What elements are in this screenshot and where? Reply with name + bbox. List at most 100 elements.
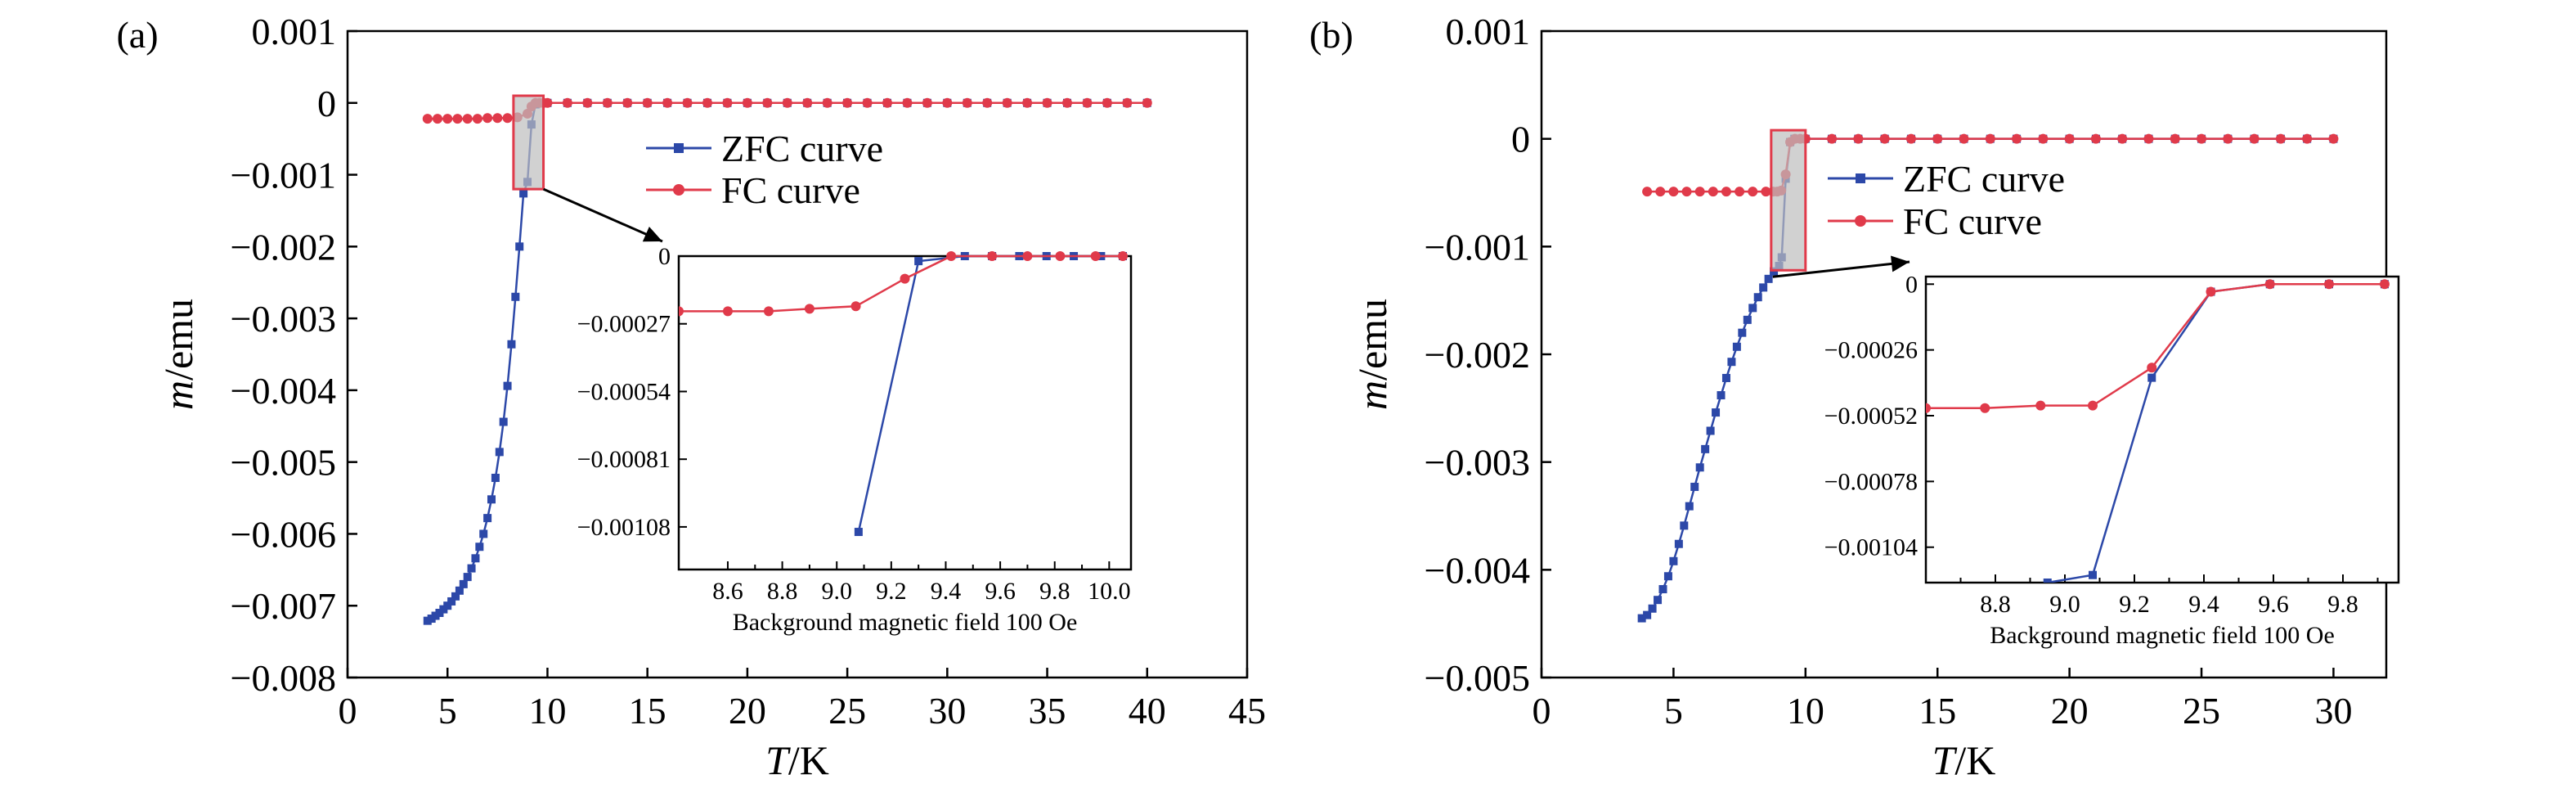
zoom-arrow-head (1891, 255, 1910, 272)
fc-series-point (542, 97, 553, 108)
zfc-series-point (479, 529, 488, 538)
zfc-series-point (471, 554, 480, 563)
fc-series-point (1655, 187, 1666, 197)
fc-series-point (1748, 187, 1758, 197)
inset-fc-series-point (946, 251, 957, 261)
zfc-series-point (519, 189, 528, 198)
zfc-series-point (1721, 373, 1730, 382)
zfc-series-point (475, 543, 484, 552)
fc-series-point (702, 97, 712, 108)
inset-fc-series-point (2088, 400, 2098, 411)
zfc-series-point (1663, 572, 1672, 581)
fc-series-point (602, 97, 613, 108)
fc-series-point (722, 97, 733, 108)
inset-zfc-series-point (914, 257, 923, 266)
y-tick-label: −0.001 (1425, 226, 1530, 268)
y-tick-label: −0.002 (1425, 334, 1530, 376)
fc-series-point (2170, 133, 2180, 144)
fc-series-point (782, 97, 792, 108)
fc-series-point (422, 114, 433, 124)
y-axis-label-unit: /emu (1349, 299, 1395, 380)
zfc-series-point (463, 573, 472, 582)
zfc-series-point (1706, 426, 1715, 435)
fc-series-point (862, 97, 873, 108)
inset-x-tick-label: 9.4 (2188, 591, 2219, 618)
legend-label: FC curve (721, 169, 860, 211)
inset-fc-series-point (900, 273, 910, 284)
fc-series-point (762, 97, 773, 108)
inset-fc-series-point (2264, 279, 2275, 290)
zfc-series-point (1732, 342, 1741, 351)
fc-series-point (802, 97, 813, 108)
fc-series-point (842, 97, 853, 108)
fc-series-point (1042, 97, 1052, 108)
x-tick-label: 20 (2051, 690, 2089, 732)
fc-series-point (1142, 97, 1152, 108)
fc-series-point (742, 97, 752, 108)
inset-x-tick-label: 9.8 (1039, 578, 1070, 605)
zfc-series-point (1690, 482, 1699, 491)
x-tick-label: 10 (1787, 690, 1824, 732)
inset-fc-series-point (2147, 362, 2157, 373)
legend-item: ZFC curve (1828, 158, 2065, 200)
fc-series-point (882, 97, 892, 108)
x-axis-label-symbol: T (1932, 737, 1958, 783)
zfc-series-point (1759, 283, 1768, 292)
fc-series-point (2302, 133, 2313, 144)
x-tick-label: 15 (629, 690, 666, 732)
x-axis-label-symbol: T (765, 737, 791, 783)
zfc-series-point (511, 292, 520, 301)
inset-y-tick-label: 0 (658, 243, 671, 270)
inset-fc-series-point (1980, 403, 1990, 413)
fc-series-point (1959, 133, 1969, 144)
fc-series-point (1681, 187, 1692, 197)
inset-data (1926, 279, 2390, 583)
zfc-series-point (1712, 408, 1721, 417)
zoom-arrow (542, 187, 663, 243)
fc-series-point (2197, 133, 2207, 144)
fc-series-point (1879, 133, 1890, 144)
fc-series-point (1122, 97, 1133, 108)
legend-marker (1856, 173, 1865, 183)
legend-marker (673, 184, 684, 196)
fc-series-point (482, 113, 493, 124)
legend-item: ZFC curve (646, 128, 883, 169)
inset-x-tick-label: 10.0 (1088, 578, 1131, 605)
inset-y-tick-label: −0.00027 (577, 311, 671, 338)
inset-chart: 0 −0.00027 −0.00054 −0.00081 −0.00108 8.6 8.8 9… (577, 243, 1133, 636)
legend-item: FC curve (646, 169, 860, 211)
zoom-arrow (1772, 260, 1910, 278)
zfc-series-point (1764, 274, 1773, 283)
inset-x-tick-label: 9.2 (2119, 591, 2150, 618)
inset-x-tick-label: 9.6 (985, 578, 1016, 605)
x-axis-label: T/K (1932, 737, 1996, 783)
inset-caption: Background magnetic field 100 Oe (733, 609, 1078, 636)
inset-fc-series-point (987, 251, 998, 261)
zfc-series-point (499, 417, 508, 426)
inset-fc-series-point (1022, 251, 1033, 261)
x-tick-label: 0 (1533, 690, 1551, 732)
x-tick-label: 10 (528, 690, 566, 732)
inset-fc-series-point (1118, 251, 1129, 261)
fc-series-point (1022, 97, 1033, 108)
legend-marker (1855, 215, 1866, 227)
zfc-series-point (455, 586, 464, 595)
zfc-series-point (483, 514, 492, 523)
fc-series-point (622, 97, 633, 108)
inset-y-tick-label: −0.00108 (577, 514, 671, 541)
fc-series-point (502, 113, 513, 124)
zoom-arrow-head (642, 226, 662, 242)
inset-y-tick-label: 0 (1905, 271, 1918, 298)
inset-x-tick-label: 9.0 (821, 578, 852, 605)
fc-series-point (1668, 187, 1679, 197)
fc-series-point (2064, 133, 2075, 144)
y-axis-label-unit: /emu (155, 299, 201, 380)
inset-fc-series-point (2380, 279, 2390, 290)
inset-zfc-series-point (2043, 579, 2052, 583)
zfc-series-point (1637, 614, 1646, 623)
y-tick-label: −0.002 (231, 226, 336, 268)
y-tick-label: −0.007 (231, 585, 336, 627)
inset-chart: 0 −0.00026 −0.00052 −0.00078 −0.00104 8.8 9.0 9… (1824, 271, 2400, 649)
inset-fc-series-point (850, 301, 861, 312)
